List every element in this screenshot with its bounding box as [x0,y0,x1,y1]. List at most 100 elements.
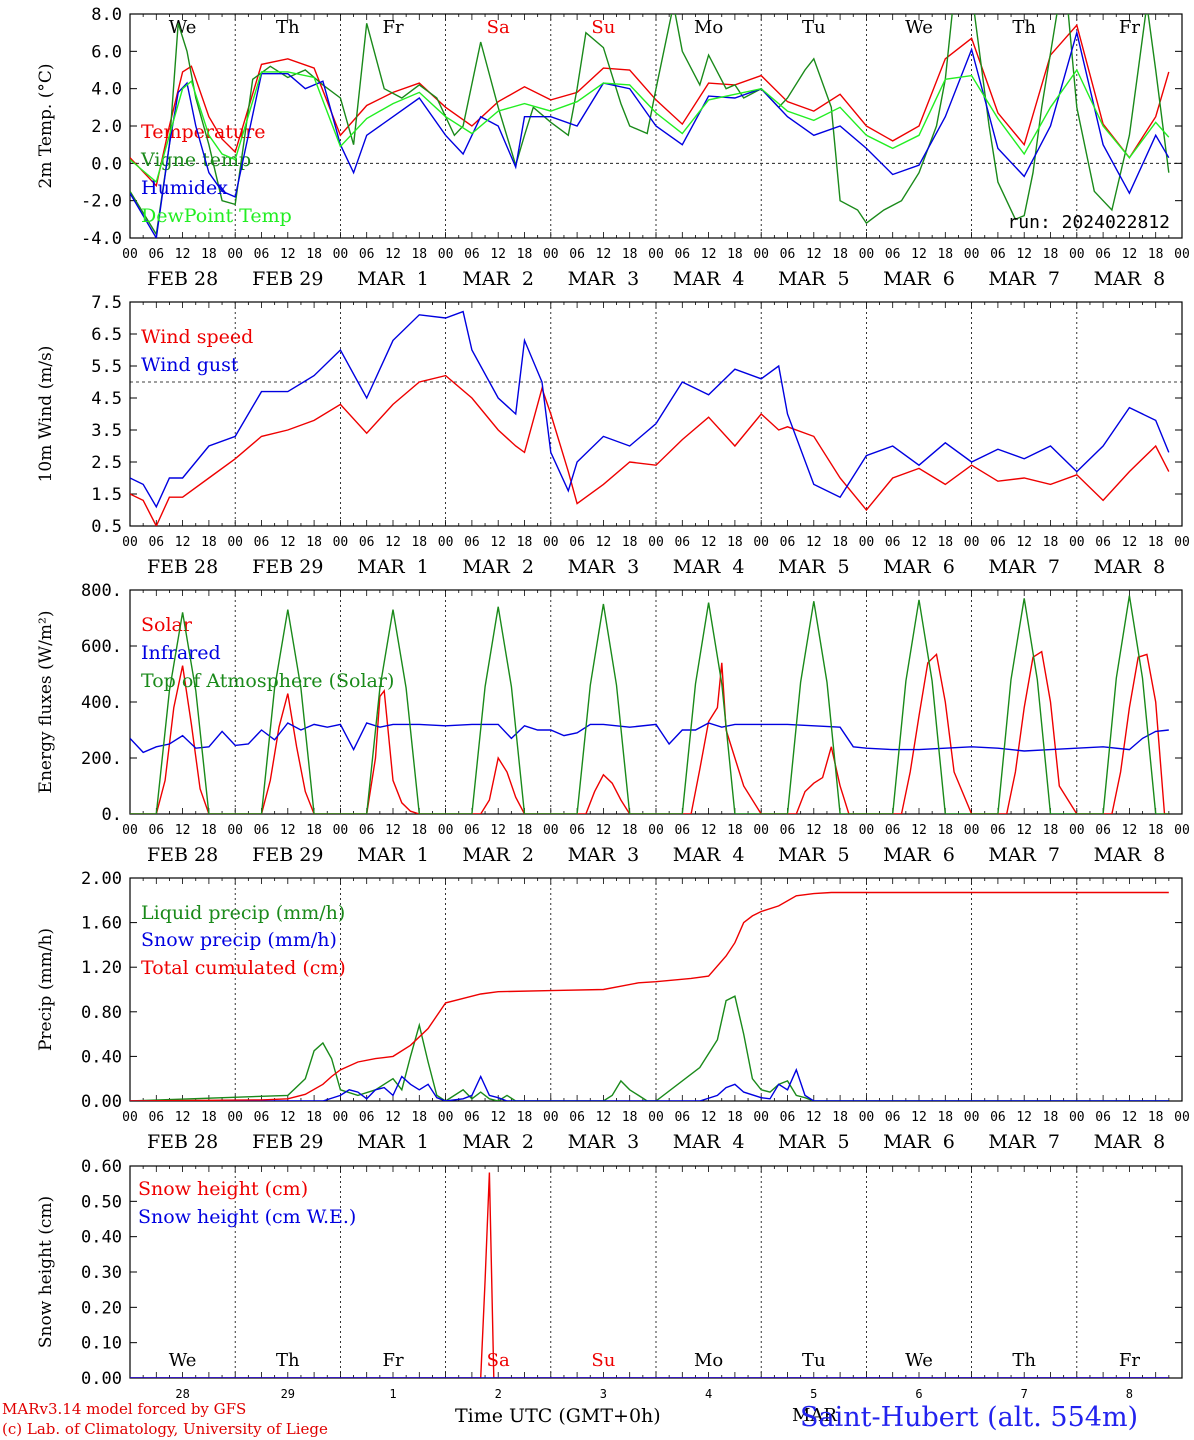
hour-tick-label: 12 [1122,535,1138,550]
y-axis-title: 2m Temp. (°C) [36,63,56,188]
hour-tick-label: 18 [517,1110,533,1125]
hour-tick-label: 00 [333,1110,349,1125]
xaxis-title: Time UTC (GMT+0h) [455,1405,661,1427]
hour-tick-label: 06 [359,535,375,550]
y-tick-label: 0.00 [81,1092,122,1112]
hour-tick-label: 00 [1069,247,1085,262]
weekday-label: Mo [694,1350,723,1371]
hour-tick-label: 06 [990,247,1006,262]
hour-tick-label: 06 [1095,1110,1111,1125]
weekday-label: Fr [1119,17,1140,38]
hour-tick-label: 18 [832,1110,848,1125]
hour-tick-label: 00 [227,1110,243,1125]
hour-tick-label: 00 [333,535,349,550]
hour-tick-label: 00 [1069,823,1085,838]
hour-tick-label: 06 [1095,535,1111,550]
hour-tick-label: 00 [543,823,559,838]
hour-tick-label: 06 [885,1110,901,1125]
date-label: FEB 28 [147,1131,218,1153]
hour-tick-label: 12 [1122,1110,1138,1125]
date-label: MAR 5 [778,556,850,578]
y-axis-title: Energy fluxes (W/m²) [36,611,56,794]
hour-tick-label: 18 [411,535,427,550]
hour-tick-label: 06 [464,1110,480,1125]
date-label: FEB 28 [147,268,218,290]
hour-tick-label: 06 [780,247,796,262]
legend-entry: Snow height (cm) [138,1178,308,1200]
date-label: MAR 8 [1094,1131,1166,1153]
hour-tick-label: 00 [438,535,454,550]
hour-tick-label: 12 [911,247,927,262]
date-label: MAR 2 [462,1131,534,1153]
hour-tick-label: 06 [1095,823,1111,838]
hour-tick-label: 00 [543,535,559,550]
y-tick-label: 0.80 [81,1003,122,1023]
hour-tick-label: 06 [254,247,270,262]
hour-tick-label: 12 [175,823,191,838]
hour-tick-label: 12 [911,1110,927,1125]
legend-entry: Total cumulated (cm) [141,957,346,979]
date-label: MAR 1 [357,1131,429,1153]
date-label: MAR 6 [883,268,955,290]
date-label: MAR 1 [357,556,429,578]
hour-tick-label: 06 [359,247,375,262]
hour-tick-label: 18 [1148,247,1164,262]
weekday-label: We [169,1350,197,1371]
run-label: run: 2024022812 [1007,212,1170,233]
hour-tick-label: 12 [806,247,822,262]
date-label: MAR 8 [1094,268,1166,290]
hour-tick-label: 12 [385,1110,401,1125]
hour-tick-label: 00 [964,535,980,550]
hour-tick-label: 00 [753,535,769,550]
hour-tick-label: 18 [937,535,953,550]
weekday-label: Th [1012,17,1036,38]
hour-tick-label: 00 [122,1110,138,1125]
day-number-label: 29 [281,1387,295,1401]
hour-tick-label: 00 [333,247,349,262]
panel-4: 0.00 0.40 0.80 1.20 1.60 2.00 Precip (mm/h) 00 0… [36,869,1190,1153]
date-label: MAR 4 [673,556,745,578]
hour-tick-label: 06 [780,1110,796,1125]
hour-tick-label: 06 [254,535,270,550]
hour-tick-label: 06 [148,1110,164,1125]
hour-tick-label: 00 [964,1110,980,1125]
y-tick-label: 5.5 [91,357,122,377]
y-tick-label: 1.5 [91,485,122,505]
hour-tick-label: 18 [937,823,953,838]
date-label: FEB 28 [147,556,218,578]
hour-tick-label: 12 [280,823,296,838]
date-label: MAR 4 [673,844,745,866]
legend-entry: Top of Atmosphere (Solar) [141,670,394,692]
day-number-label: 5 [810,1387,817,1401]
station-name: Saint-Hubert (alt. 554m) [800,1402,1139,1433]
legend-entry: Humidex [141,177,228,199]
panel-3: 0. 200. 400. 600. 800. Energy fluxes (W/m²) 00… [36,581,1190,866]
date-label: MAR 6 [883,556,955,578]
hour-tick-label: 12 [596,535,612,550]
hour-tick-label: 00 [1174,535,1190,550]
hour-tick-label: 12 [490,1110,506,1125]
hour-tick-label: 18 [832,247,848,262]
day-number-label: 2 [495,1387,502,1401]
legend-entry: Wind gust [141,354,239,376]
hour-tick-label: 06 [569,1110,585,1125]
hour-tick-label: 06 [359,823,375,838]
y-tick-label: 2.00 [81,869,122,889]
date-label: MAR 5 [778,1131,850,1153]
date-label: MAR 4 [673,1131,745,1153]
hour-tick-label: 12 [806,823,822,838]
hour-tick-label: 18 [622,1110,638,1125]
hour-tick-label: 06 [674,535,690,550]
hour-tick-label: 12 [806,1110,822,1125]
hour-tick-label: 18 [622,535,638,550]
weekday-label: Mo [694,17,723,38]
hour-tick-label: 18 [937,1110,953,1125]
hour-tick-label: 00 [122,823,138,838]
hour-tick-label: 00 [753,823,769,838]
hour-tick-label: 12 [490,247,506,262]
day-number-label: 4 [705,1387,712,1401]
series-line-1 [130,995,1169,1101]
y-tick-label: 6.5 [91,325,122,345]
legend-entry: DewPoint Temp [141,205,292,227]
weekday-label: We [169,17,197,38]
